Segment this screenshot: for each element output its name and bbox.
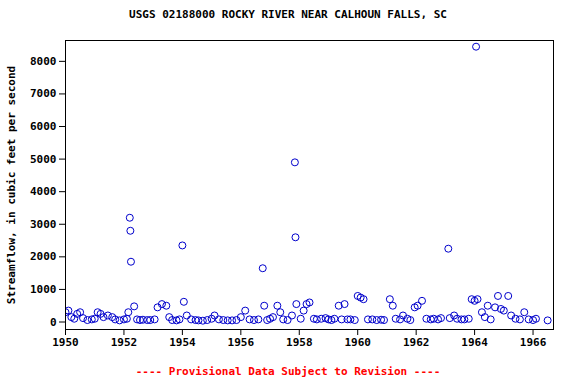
svg-text:1962: 1962 [403,336,430,349]
svg-text:8000: 8000 [30,55,57,68]
svg-text:1950: 1950 [52,336,79,349]
svg-text:1960: 1960 [344,336,371,349]
svg-text:1954: 1954 [169,336,196,349]
svg-text:6000: 6000 [30,120,57,133]
svg-text:0: 0 [50,316,57,329]
svg-text:1964: 1964 [461,336,488,349]
html-text:---- Provisional Data Subject: ---- Provisional Data Subject to Revisio… [135,365,441,378]
svg-text:7000: 7000 [30,87,57,100]
html-text:USGS 02188000 ROCKY RIVER NEAR: USGS 02188000 ROCKY RIVER NEAR CALHOUN F… [129,8,447,21]
svg-text:Streamflow, in cubic feet per: Streamflow, in cubic feet per second [5,66,18,304]
svg-text:3000: 3000 [30,218,57,231]
svg-text:4000: 4000 [30,185,57,198]
svg-text:1958: 1958 [286,336,313,349]
svg-text:1956: 1956 [228,336,255,349]
svg-text:1000: 1000 [30,283,57,296]
svg-text:1952: 1952 [111,336,138,349]
svg-text:5000: 5000 [30,153,57,166]
svg-text:1966: 1966 [520,336,547,349]
svg-text:2000: 2000 [30,250,57,263]
